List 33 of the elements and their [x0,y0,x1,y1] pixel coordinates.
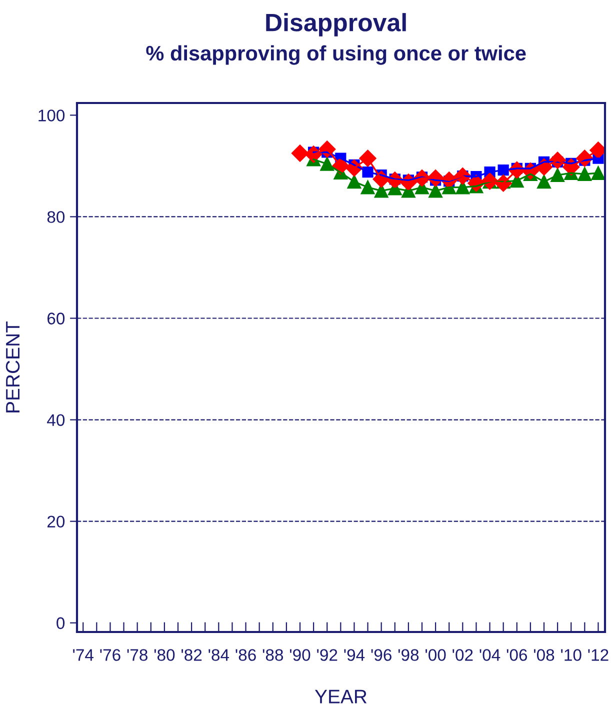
x-tick-label: '00 [426,649,446,661]
x-tick-label: '90 [290,649,310,661]
x-tick-label: '84 [208,649,230,661]
x-tick-label: '82 [182,649,202,661]
point [428,184,442,198]
x-tick-label: '96 [371,649,392,661]
chart-title: Disapproval [266,13,406,36]
x-tick-label: '76 [100,649,120,661]
x-tick-label: '74 [73,649,94,661]
y-tick-label: 60 [48,312,65,324]
y-tick-label: 80 [47,211,65,223]
y-tick-label: 40 [47,414,65,426]
point [291,144,309,162]
x-tick-label: '98 [398,649,419,661]
x-tick-label: '94 [344,649,365,661]
y-axis-title: PERCENT [6,321,20,412]
x-tick-label: '86 [236,649,256,661]
x-tick-label: '02 [452,649,473,661]
x-tick-label: '88 [262,649,284,661]
x-axis-title: YEAR [314,690,367,704]
y-tick-label: 100 [38,110,65,122]
point [591,166,605,180]
y-tick-label: 20 [47,516,65,528]
x-tick-label: '80 [154,649,175,661]
x-tick-label: '06 [506,649,528,661]
x-tick-label: '92 [317,649,338,661]
x-tick-label: '78 [127,649,148,661]
x-tick-label: '08 [534,649,554,661]
x-tick-label: '12 [588,649,608,661]
x-tick-label: '04 [480,649,500,661]
x-tick-label: '10 [561,649,582,661]
chart-subtitle: % disapproving of using once or twice [146,45,526,65]
y-tick-label: 0 [56,617,65,630]
